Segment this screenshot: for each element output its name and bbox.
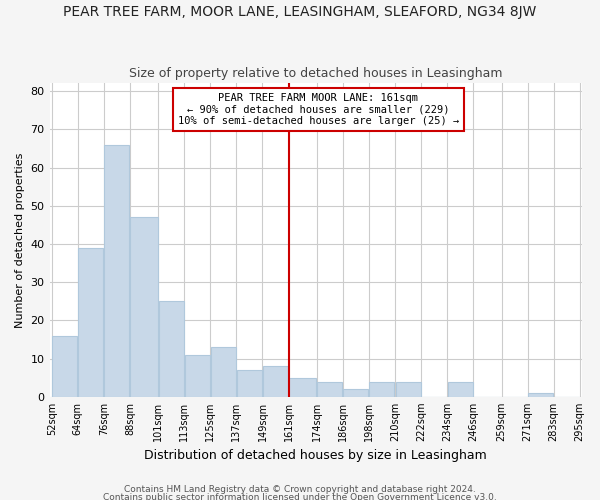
Text: Contains HM Land Registry data © Crown copyright and database right 2024.: Contains HM Land Registry data © Crown c…	[124, 486, 476, 494]
Bar	[448, 382, 473, 397]
Bar	[52, 336, 77, 397]
Bar	[370, 382, 394, 397]
Text: Contains public sector information licensed under the Open Government Licence v3: Contains public sector information licen…	[103, 492, 497, 500]
Bar	[528, 393, 553, 397]
X-axis label: Distribution of detached houses by size in Leasingham: Distribution of detached houses by size …	[145, 450, 487, 462]
Title: Size of property relative to detached houses in Leasingham: Size of property relative to detached ho…	[129, 66, 502, 80]
Bar	[79, 248, 103, 397]
Bar	[185, 355, 210, 397]
Bar	[159, 302, 184, 397]
Bar	[343, 389, 368, 397]
Bar	[130, 217, 158, 397]
Bar	[289, 378, 316, 397]
Bar	[263, 366, 288, 397]
Text: PEAR TREE FARM MOOR LANE: 161sqm
← 90% of detached houses are smaller (229)
10% : PEAR TREE FARM MOOR LANE: 161sqm ← 90% o…	[178, 93, 459, 126]
Bar	[211, 347, 236, 397]
Bar	[317, 382, 343, 397]
Bar	[104, 144, 130, 397]
Bar	[237, 370, 262, 397]
Y-axis label: Number of detached properties: Number of detached properties	[15, 152, 25, 328]
Text: PEAR TREE FARM, MOOR LANE, LEASINGHAM, SLEAFORD, NG34 8JW: PEAR TREE FARM, MOOR LANE, LEASINGHAM, S…	[64, 5, 536, 19]
Bar	[395, 382, 421, 397]
